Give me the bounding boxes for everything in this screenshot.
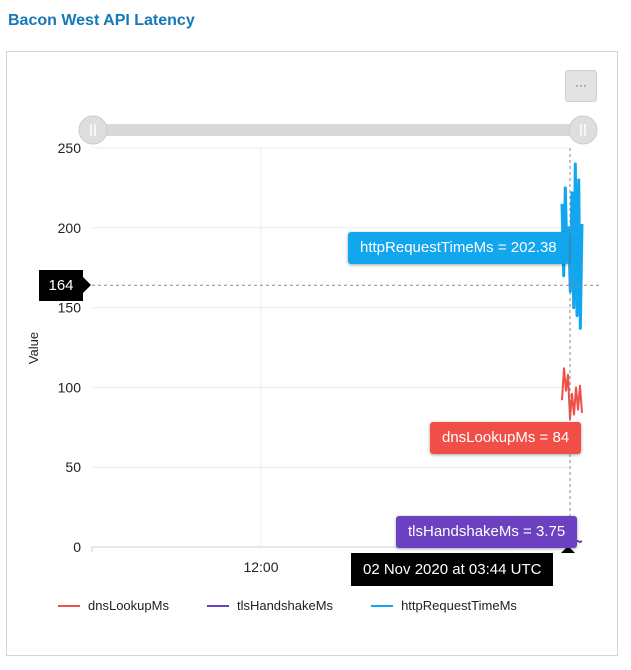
y-axis-label: Value (26, 332, 41, 364)
legend-label-dns: dnsLookupMs (88, 598, 169, 613)
tooltip-http-request-time: httpRequestTimeMs = 202.38 (348, 232, 569, 264)
series-line-httpRequestTimeMs (560, 162, 584, 330)
slider-track (93, 124, 583, 136)
legend-item-http[interactable]: httpRequestTimeMs (371, 598, 517, 613)
y-tick-label: 100 (58, 379, 82, 395)
legend-label-tls: tlsHandshakeMs (236, 598, 334, 613)
crosshair-x-label: 02 Nov 2020 at 03:44 UTC (351, 546, 576, 586)
x-tick-label: 12:00 (243, 559, 278, 575)
y-tick-label: 200 (58, 220, 82, 236)
y-tick-label: 50 (65, 459, 81, 475)
chart-menu-button[interactable]: ··· (565, 70, 597, 102)
y-tick-label: 0 (73, 539, 81, 555)
tooltip-tls-handshake: tlsHandshakeMs = 3.75 (396, 516, 578, 548)
legend-item-tls[interactable]: tlsHandshakeMs (206, 598, 334, 613)
crosshair-y-label: 164 (39, 270, 91, 301)
y-tick-label: 250 (58, 140, 82, 156)
range-slider[interactable] (78, 115, 598, 145)
legend: dnsLookupMs tlsHandshakeMs httpRequestTi… (58, 598, 517, 613)
series-lines (560, 162, 584, 544)
legend-item-dns[interactable]: dnsLookupMs (58, 598, 169, 613)
y-tick-label: 150 (58, 300, 82, 316)
slider-handle-left (78, 115, 108, 145)
crosshair (92, 148, 600, 553)
series-line-dnsLookupMs (561, 367, 583, 421)
chart-title: Bacon West API Latency (8, 12, 195, 29)
legend-label-http: httpRequestTimeMs (401, 598, 517, 613)
legend-swatch-http (371, 604, 394, 607)
slider-handle-right (568, 115, 598, 145)
axes: 0 50 100 150 200 250 12:00 Value (26, 140, 570, 575)
legend-swatch-tls (206, 604, 229, 607)
legend-swatch-dns (58, 604, 80, 607)
grid (92, 147, 570, 547)
tooltip-dns-lookup: dnsLookupMs = 84 (430, 422, 582, 454)
